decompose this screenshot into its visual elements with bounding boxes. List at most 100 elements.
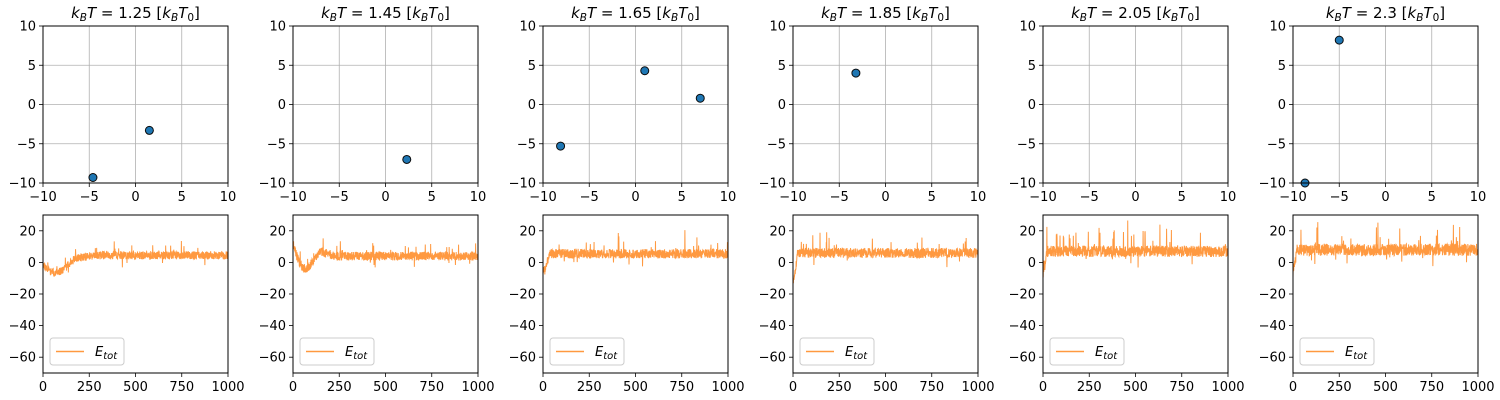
legend-label: Etot — [595, 345, 618, 362]
axes-frame — [542, 25, 729, 184]
x-tick-label: 10 — [970, 190, 987, 205]
x-tick-label: 5 — [428, 190, 436, 205]
scatter-panel-6: −10 −5 0 5 10 10 5 0 −5 −10 kBT = 2.3 [kBT0] — [1259, 4, 1487, 205]
energy-line — [1293, 222, 1478, 278]
panel-title: kBT = 2.3 [kBT0] — [1326, 4, 1445, 24]
legend-box — [799, 337, 875, 366]
x-tick-label: 0 — [1289, 380, 1297, 395]
x-tick-label: 5 — [178, 190, 186, 205]
x-tick-label: 1000 — [211, 380, 244, 395]
y-tick-label: −60 — [1259, 351, 1286, 366]
x-tick-label: 10 — [220, 190, 237, 205]
scatter-point — [851, 68, 861, 78]
scatter-point — [640, 66, 650, 76]
axes-frame — [1292, 25, 1479, 184]
axes-frame — [42, 25, 229, 184]
y-tick-label: 0 — [778, 256, 786, 271]
y-tick-label: −5 — [1017, 137, 1036, 152]
y-tick-label: 0 — [528, 256, 536, 271]
y-tick-label: 20 — [519, 224, 536, 239]
scatter-point — [402, 154, 412, 164]
y-tick-label: 10 — [19, 20, 36, 35]
y-tick-label: −10 — [509, 177, 536, 192]
x-tick-label: 750 — [919, 380, 944, 395]
x-tick-label: −5 — [330, 190, 349, 205]
x-tick-label: −10 — [1279, 190, 1306, 205]
y-tick-label: −10 — [759, 177, 786, 192]
y-tick-label: −20 — [1259, 288, 1286, 303]
x-tick-label: 750 — [169, 380, 194, 395]
y-tick-label: 0 — [528, 98, 536, 113]
y-tick-label: 20 — [769, 224, 786, 239]
x-tick-label: −10 — [529, 190, 556, 205]
x-tick-label: 250 — [577, 380, 602, 395]
x-tick-label: 10 — [1470, 190, 1487, 205]
x-tick-label: 1000 — [461, 380, 494, 395]
y-tick-label: 0 — [278, 256, 286, 271]
y-tick-label: −5 — [517, 137, 536, 152]
y-tick-label: −10 — [1009, 177, 1036, 192]
y-tick-label: 10 — [1019, 20, 1036, 35]
x-tick-label: 0 — [1039, 380, 1047, 395]
y-tick-label: −20 — [259, 288, 286, 303]
y-tick-label: 10 — [519, 20, 536, 35]
y-tick-label: 20 — [1269, 224, 1286, 239]
axes-frame — [792, 25, 979, 184]
x-tick-label: 250 — [77, 380, 102, 395]
energy-line — [1043, 220, 1228, 278]
y-tick-label: −40 — [509, 319, 536, 334]
x-tick-label: 10 — [720, 190, 737, 205]
x-tick-label: 0 — [39, 380, 47, 395]
legend: Etot — [549, 337, 625, 366]
energy-panel-6: 0 250 500 750 1000 20 0 −20 −40 −60 Etot — [1259, 214, 1495, 395]
x-tick-label: 0 — [881, 190, 889, 205]
x-tick-label: 1000 — [1211, 380, 1244, 395]
y-tick-label: −5 — [17, 137, 36, 152]
y-tick-label: −40 — [759, 319, 786, 334]
x-tick-label: 500 — [1123, 380, 1148, 395]
y-tick-label: 0 — [278, 98, 286, 113]
y-tick-label: 10 — [269, 20, 286, 35]
x-tick-label: 750 — [1419, 380, 1444, 395]
y-tick-label: 5 — [28, 59, 36, 74]
legend: Etot — [799, 337, 875, 366]
x-tick-label: 10 — [470, 190, 487, 205]
y-tick-label: 5 — [528, 59, 536, 74]
x-tick-label: 0 — [789, 380, 797, 395]
y-tick-label: −5 — [1267, 137, 1286, 152]
x-tick-label: 750 — [669, 380, 694, 395]
legend: Etot — [49, 337, 125, 366]
x-tick-label: 750 — [1169, 380, 1194, 395]
x-tick-label: 5 — [928, 190, 936, 205]
y-tick-label: −20 — [1009, 288, 1036, 303]
axes-frame — [1042, 214, 1229, 374]
scatter-panel-4: −10 −5 0 5 10 10 5 0 −5 −10 kBT = 1.85 [kBT0] — [759, 4, 987, 205]
y-tick-label: −10 — [9, 177, 36, 192]
axes-frame — [292, 214, 479, 374]
y-tick-label: −40 — [259, 319, 286, 334]
y-tick-label: 5 — [1028, 59, 1036, 74]
legend-box — [49, 337, 125, 366]
legend-label: Etot — [95, 345, 118, 362]
panel-title: kBT = 1.25 [kBT0] — [71, 4, 200, 24]
legend-box — [1049, 337, 1125, 366]
x-tick-label: 5 — [1428, 190, 1436, 205]
x-tick-label: 500 — [123, 380, 148, 395]
axes-frame — [542, 214, 729, 374]
y-tick-label: −10 — [259, 177, 286, 192]
energy-panel-5: 0 250 500 750 1000 20 0 −20 −40 −60 Etot — [1009, 214, 1245, 395]
x-tick-label: 0 — [289, 380, 297, 395]
x-tick-label: −10 — [1029, 190, 1056, 205]
x-tick-label: −5 — [80, 190, 99, 205]
scatter-point — [556, 141, 566, 151]
y-tick-label: 10 — [769, 20, 786, 35]
scatter-panel-5: −10 −5 0 5 10 10 5 0 −5 −10 kBT = 2.05 [kBT0] — [1009, 4, 1237, 205]
y-tick-label: −40 — [1259, 319, 1286, 334]
x-tick-label: −10 — [279, 190, 306, 205]
x-tick-label: 250 — [1077, 380, 1102, 395]
y-tick-label: 5 — [278, 59, 286, 74]
x-tick-label: −10 — [29, 190, 56, 205]
y-tick-label: 20 — [269, 224, 286, 239]
x-tick-label: 10 — [1220, 190, 1237, 205]
panel-title: kBT = 1.65 [kBT0] — [571, 4, 700, 24]
